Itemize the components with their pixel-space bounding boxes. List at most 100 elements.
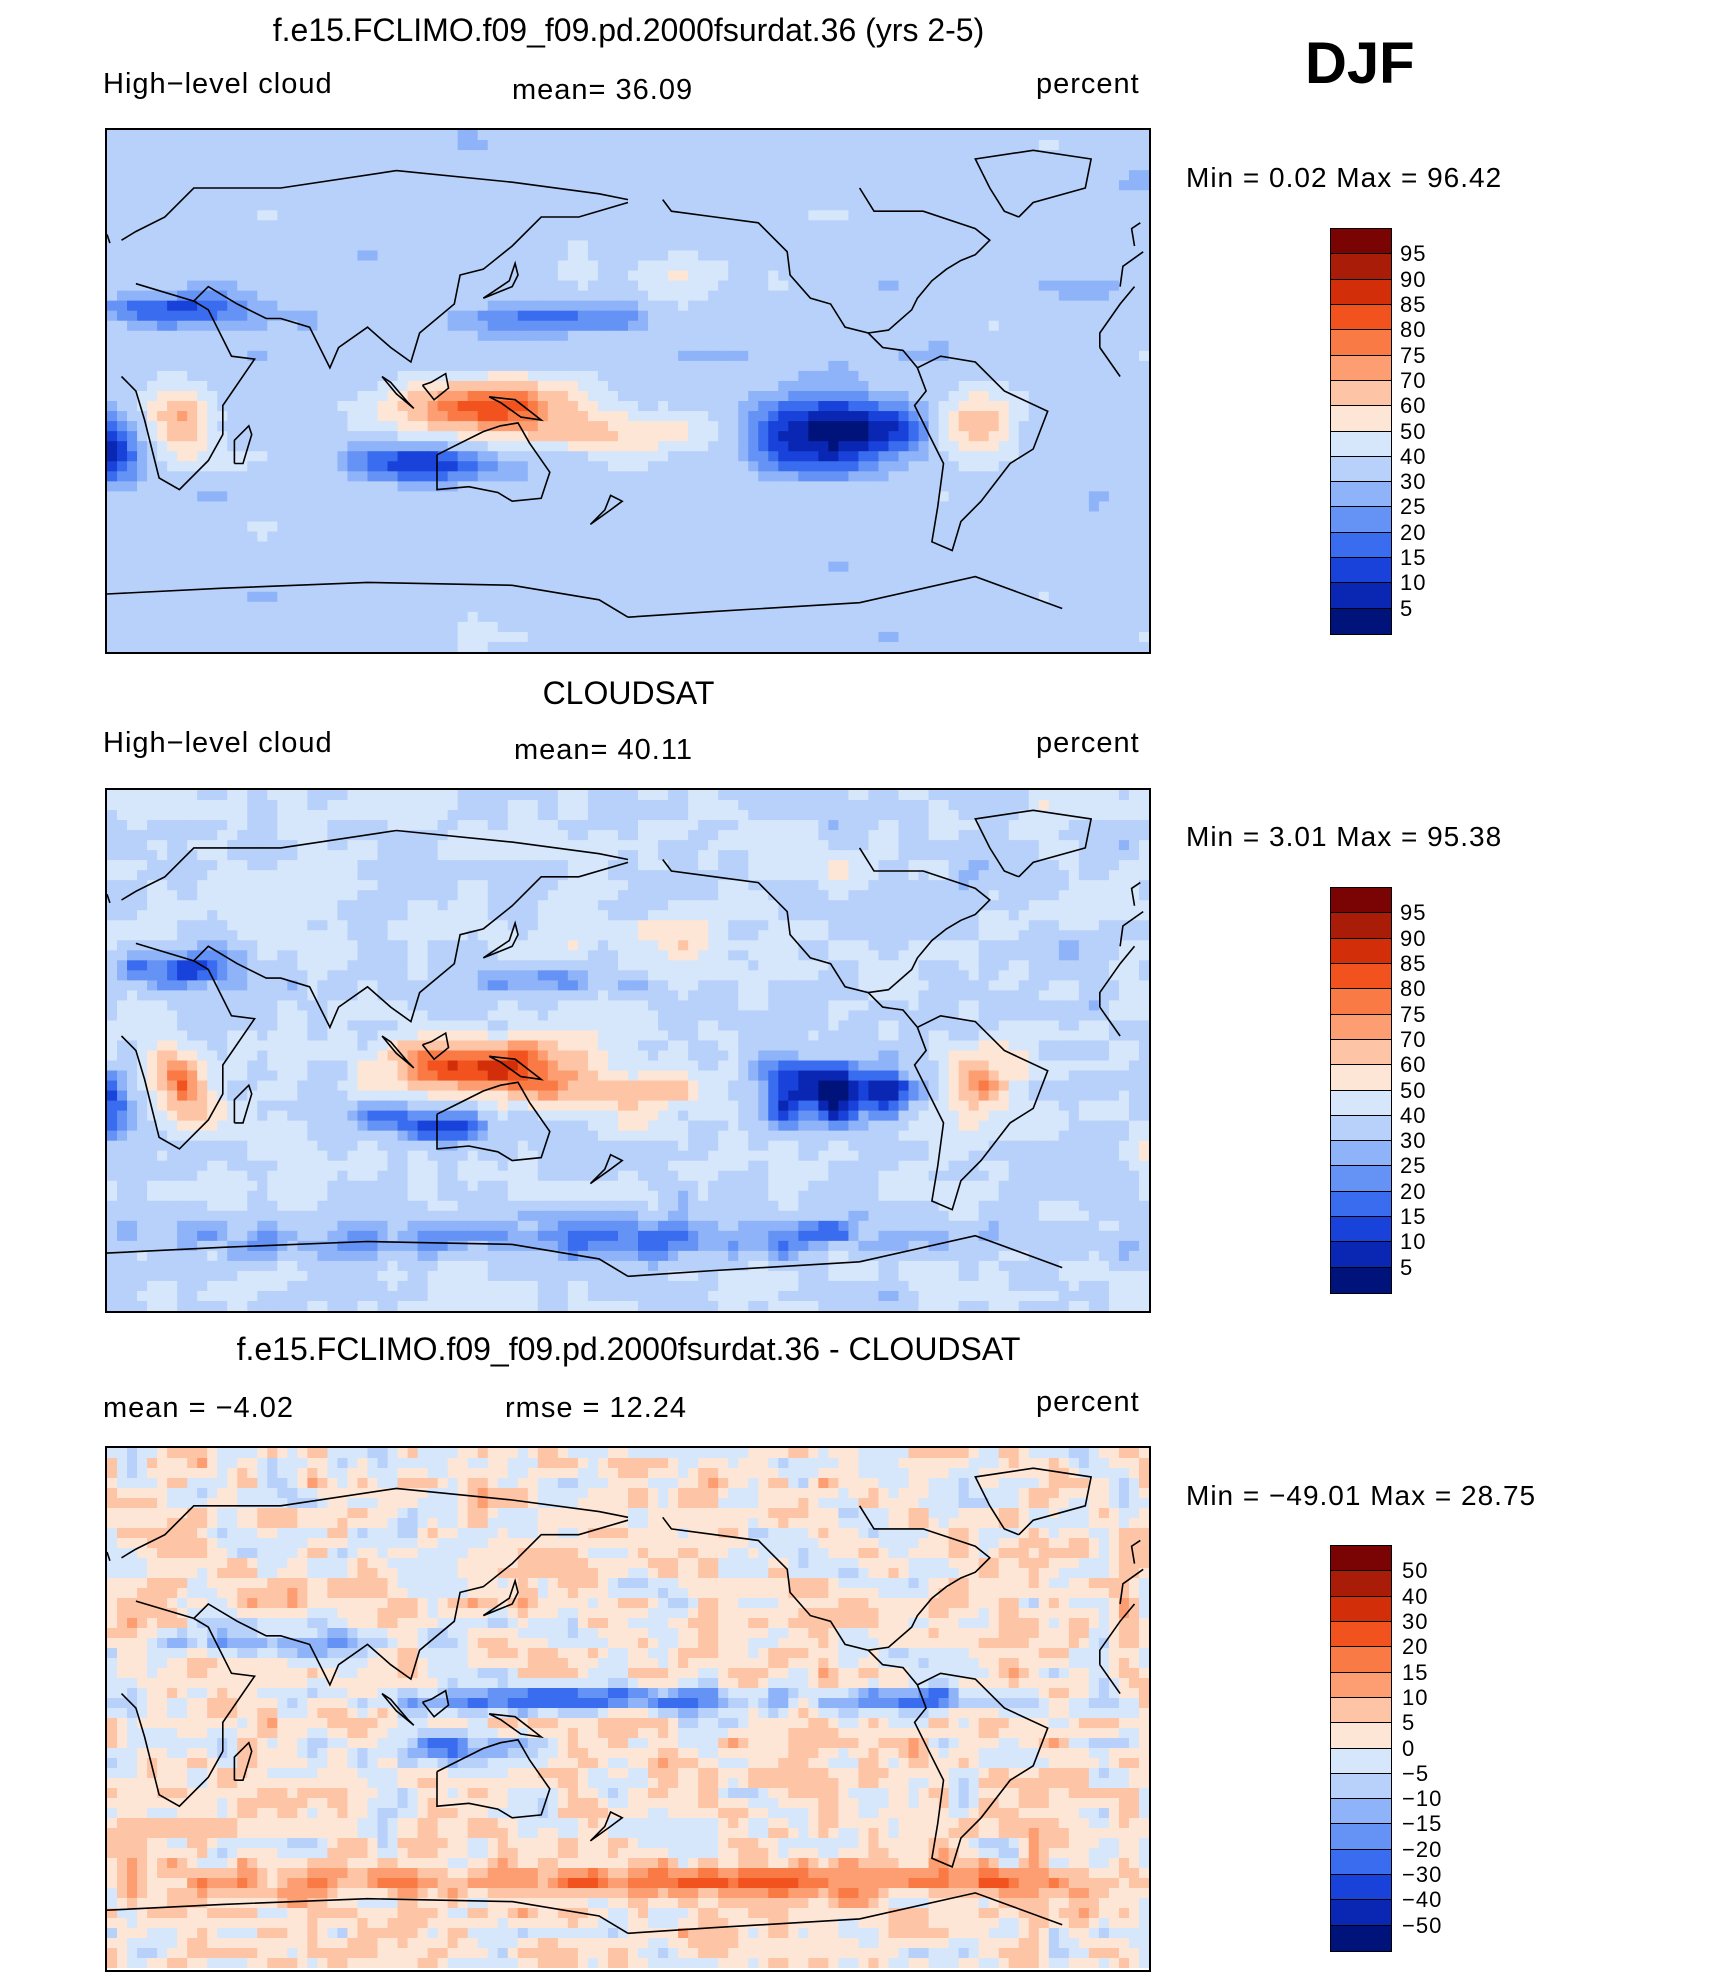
- field-cell: [467, 571, 479, 583]
- field-cell: [1108, 290, 1120, 302]
- field-cell: [1078, 240, 1090, 252]
- field-cell: [748, 551, 759, 563]
- field-cell: [898, 461, 910, 472]
- field-cell: [848, 591, 860, 603]
- field-cell: [768, 160, 779, 171]
- field-cell: [908, 230, 920, 242]
- field-cell: [517, 541, 529, 553]
- field-cell: [1068, 250, 1080, 262]
- field-cell: [287, 300, 298, 312]
- field-cell: [407, 330, 419, 342]
- field-cell: [658, 441, 669, 452]
- field-cell: [798, 340, 809, 352]
- field-cell: [1008, 441, 1020, 452]
- field-cell: [407, 180, 419, 191]
- field-cell: [1078, 230, 1090, 242]
- field-cell: [1138, 591, 1149, 603]
- field-cell: [277, 340, 288, 352]
- field-cell: [738, 481, 749, 492]
- field-cell: [457, 330, 469, 342]
- field-cell: [818, 401, 829, 412]
- field-cell: [658, 270, 669, 282]
- field-cell: [708, 240, 719, 252]
- field-cell: [347, 441, 359, 452]
- field-cell: [587, 150, 599, 161]
- field-cell: [407, 461, 419, 472]
- field-cell: [638, 401, 649, 412]
- field-cell: [257, 391, 268, 402]
- field-cell: [357, 130, 369, 141]
- field-cell: [1128, 340, 1140, 352]
- field-cell: [327, 370, 339, 382]
- field-cell: [327, 511, 339, 523]
- field-cell: [788, 481, 799, 492]
- field-cell: [407, 380, 419, 392]
- field-cell: [467, 441, 479, 452]
- field-cell: [1068, 380, 1080, 392]
- field-cell: [417, 350, 429, 362]
- field-cell: [1118, 491, 1130, 503]
- field-cell: [968, 521, 980, 533]
- field-cell: [107, 421, 118, 432]
- field-cell: [587, 350, 599, 362]
- field-cell: [197, 380, 208, 392]
- field-cell: [728, 521, 739, 533]
- field-cell: [628, 411, 639, 422]
- field-cell: [217, 270, 228, 282]
- field-cell: [157, 220, 168, 231]
- field-cell: [527, 360, 539, 372]
- field-cell: [337, 421, 349, 432]
- field-cell: [1068, 551, 1080, 563]
- field-cell: [327, 501, 339, 513]
- field-cell: [477, 270, 489, 282]
- field-cell: [1128, 310, 1140, 322]
- field-cell: [457, 320, 469, 332]
- field-cell: [387, 230, 399, 242]
- field-cell: [728, 391, 739, 402]
- field-cell: [207, 571, 218, 583]
- field-cell: [317, 180, 329, 191]
- field-cell: [527, 350, 539, 362]
- field-cell: [177, 340, 188, 352]
- field-cell: [948, 180, 960, 191]
- field-cell: [818, 431, 829, 442]
- field-cell: [467, 391, 479, 402]
- field-cell: [948, 130, 960, 141]
- field-cell: [617, 290, 629, 302]
- field-cell: [1078, 431, 1090, 442]
- field-cell: [1038, 370, 1050, 382]
- field-cell: [858, 541, 870, 553]
- field-cell: [668, 571, 679, 583]
- field-cell: [928, 250, 940, 262]
- field-cell: [457, 501, 469, 513]
- field-cell: [137, 130, 148, 141]
- field-cell: [758, 170, 769, 181]
- field-cell: [768, 350, 779, 362]
- field-cell: [527, 531, 539, 543]
- field-cell: [1118, 441, 1130, 452]
- field-cell: [607, 140, 619, 151]
- field-cell: [898, 581, 910, 593]
- field-cell: [628, 170, 639, 181]
- field-cell: [307, 601, 318, 613]
- field-cell: [1128, 160, 1140, 171]
- field-cell: [377, 360, 389, 372]
- field-cell: [457, 270, 469, 282]
- field-cell: [848, 481, 860, 492]
- field-cell: [818, 451, 829, 462]
- field-cell: [1098, 441, 1110, 452]
- field-cell: [978, 471, 990, 482]
- field-cell: [888, 160, 900, 171]
- field-cell: [507, 320, 519, 332]
- field-cell: [207, 601, 218, 613]
- field-cell: [487, 581, 499, 593]
- field-cell: [968, 501, 980, 513]
- field-cell: [1048, 541, 1060, 553]
- field-cell: [1038, 330, 1050, 342]
- field-cell: [577, 230, 589, 242]
- field-cell: [698, 200, 709, 211]
- field-cell: [1028, 190, 1040, 201]
- field-cell: [938, 431, 950, 442]
- field-cell: [547, 250, 559, 262]
- field-cell: [748, 511, 759, 523]
